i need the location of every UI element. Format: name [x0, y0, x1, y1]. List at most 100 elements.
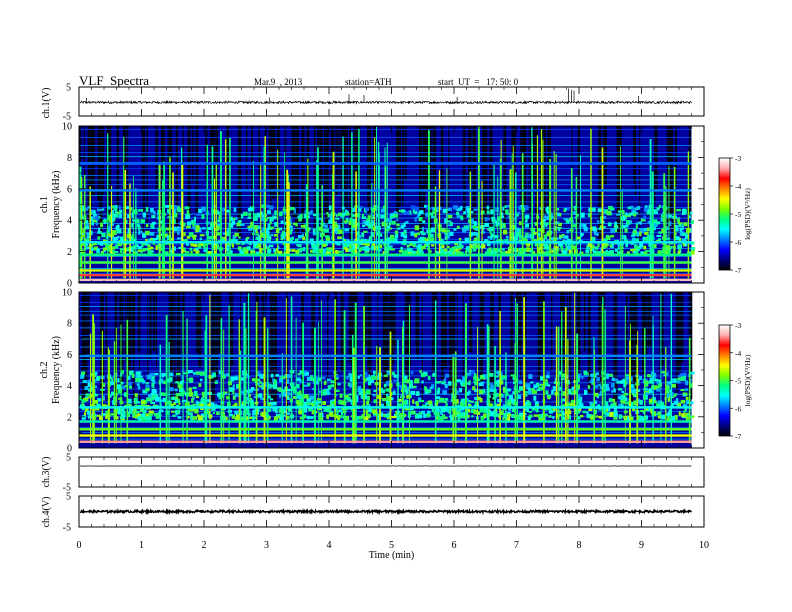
- emission-patch: [460, 398, 466, 402]
- emission-patch: [278, 413, 283, 417]
- emission-patch: [409, 241, 413, 246]
- emission-patch: [247, 416, 253, 420]
- emission-patch: [200, 407, 204, 411]
- emission-patch: [383, 218, 389, 222]
- emission-patch: [435, 251, 441, 256]
- emission-patch: [661, 414, 666, 420]
- emission-patch: [418, 217, 423, 222]
- emission-patch: [626, 251, 630, 255]
- emission-patch: [409, 383, 413, 389]
- emission-patch: [529, 388, 535, 391]
- emission-patch: [666, 385, 670, 389]
- emission-patch: [583, 224, 587, 229]
- emission-patch: [311, 409, 316, 415]
- sferic-streak: [543, 301, 545, 444]
- emission-patch: [166, 378, 171, 383]
- emission-patch: [565, 245, 571, 251]
- emission-patch: [602, 383, 607, 388]
- emission-patch: [617, 241, 621, 247]
- emission-patch: [188, 391, 193, 397]
- emission-patch: [471, 370, 476, 375]
- emission-patch: [303, 401, 308, 407]
- emission-patch: [110, 391, 116, 396]
- sferic-streak: [84, 174, 86, 279]
- sferic-streak: [363, 305, 365, 444]
- dark-streak: [261, 292, 265, 367]
- station-label: station=ATH: [345, 77, 392, 87]
- emission-patch: [247, 412, 251, 416]
- emission-patch: [215, 379, 219, 383]
- emission-patch: [499, 393, 503, 397]
- emission-patch: [129, 207, 133, 211]
- emission-patch: [517, 251, 520, 256]
- emission-patch: [546, 384, 551, 387]
- dark-streak: [318, 126, 320, 214]
- emission-patch: [338, 414, 341, 418]
- emission-patch: [648, 388, 652, 394]
- emission-patch: [147, 397, 151, 402]
- emission-patch: [431, 244, 435, 247]
- y-tick-label: 5: [66, 492, 71, 503]
- sferic-streak: [452, 354, 455, 444]
- emission-patch: [398, 384, 404, 388]
- emission-patch: [641, 416, 646, 422]
- emission-patch: [383, 374, 388, 377]
- sferic-streak: [590, 128, 592, 279]
- emission-patch: [458, 241, 462, 246]
- dark-streak: [489, 126, 493, 241]
- emission-patch: [199, 234, 205, 237]
- sferic-streak: [688, 337, 691, 444]
- sferic-streak: [620, 146, 622, 279]
- emission-patch: [351, 207, 356, 212]
- emission-patch: [402, 251, 405, 256]
- emission-patch: [682, 376, 686, 381]
- emission-patch: [229, 216, 233, 221]
- emission-patch: [281, 393, 287, 397]
- sferic-streak: [561, 311, 563, 444]
- emission-patch: [691, 415, 695, 418]
- emission-patch: [138, 230, 141, 235]
- emission-patch: [595, 372, 600, 375]
- dark-streak: [654, 126, 658, 192]
- emission-patch: [109, 394, 112, 398]
- emission-patch: [89, 394, 94, 398]
- emission-patch: [203, 249, 207, 253]
- emission-patch: [611, 390, 617, 393]
- emission-patch: [310, 249, 314, 253]
- emission-patch: [441, 382, 446, 385]
- sferic-streak: [630, 323, 631, 444]
- emission-patch: [510, 398, 516, 404]
- emission-patch: [488, 247, 492, 252]
- emission-patch: [677, 374, 681, 378]
- emission-patch: [184, 206, 190, 210]
- emission-patch: [258, 393, 263, 398]
- emission-patch: [190, 241, 194, 247]
- emission-patch: [478, 382, 484, 387]
- sferic-streak: [434, 300, 437, 444]
- dark-streak: [214, 126, 216, 217]
- dark-streak: [482, 126, 484, 237]
- emission-patch: [185, 215, 189, 220]
- emission-patch: [417, 250, 422, 255]
- emission-patch: [576, 409, 581, 414]
- emission-patch: [661, 228, 664, 234]
- emission-patch: [193, 372, 196, 375]
- emission-patch: [382, 205, 385, 209]
- dark-streak: [440, 126, 444, 209]
- dark-streak: [277, 126, 280, 195]
- emission-patch: [93, 385, 97, 388]
- emission-patch: [389, 234, 395, 240]
- emission-patch: [211, 241, 217, 246]
- emission-patch: [570, 399, 576, 404]
- emission-patch: [370, 207, 376, 211]
- emission-patch: [656, 380, 659, 385]
- emission-patch: [536, 388, 541, 392]
- emission-patch: [137, 249, 143, 253]
- emission-patch: [173, 213, 176, 219]
- emission-patch: [511, 408, 516, 413]
- emission-patch: [682, 372, 687, 377]
- emission-patch: [300, 224, 306, 228]
- emission-patch: [645, 237, 649, 242]
- emission-patch: [596, 393, 602, 397]
- emission-patch: [567, 408, 571, 413]
